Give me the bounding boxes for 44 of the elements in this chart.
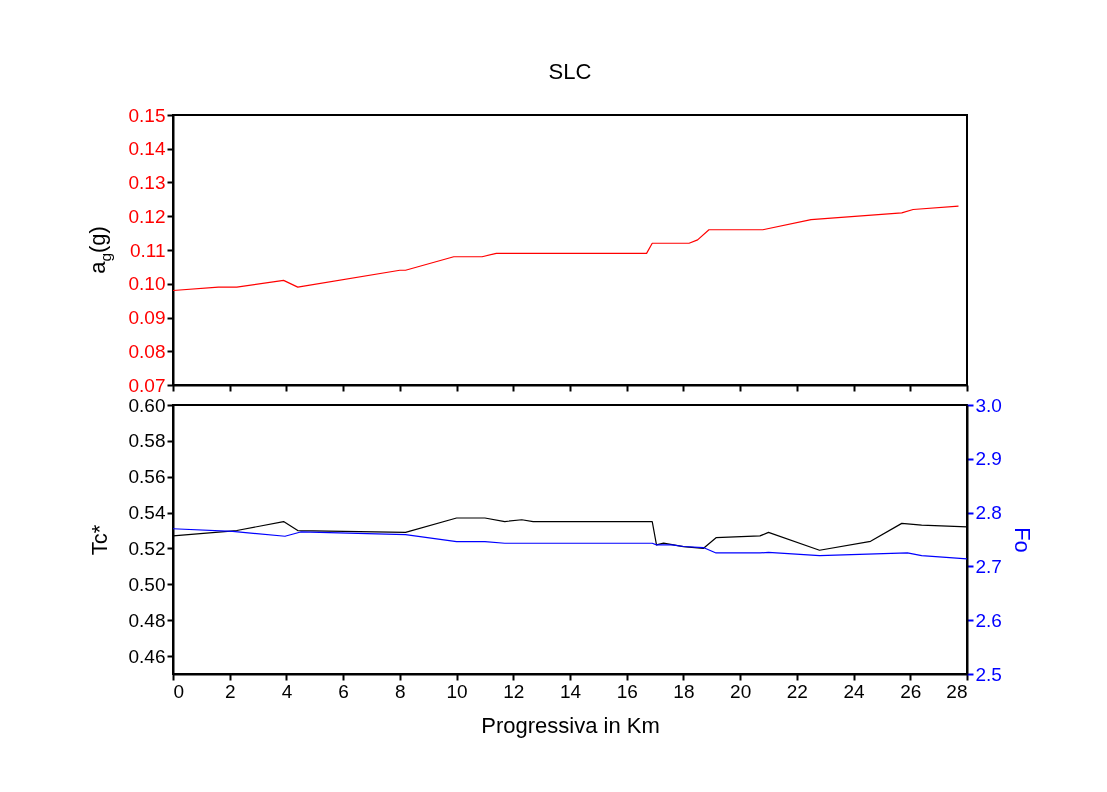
- y-tick-label: 0.46: [128, 645, 166, 667]
- y2-tick-label: 3.0: [975, 394, 1002, 416]
- y-tick-label: 0.56: [128, 466, 166, 488]
- x-tick-label: 10: [446, 680, 468, 702]
- x-tick-label: 20: [730, 680, 752, 702]
- line-series: [173, 205, 960, 292]
- y-tick-label: 0.12: [128, 205, 166, 227]
- x-tick-label: 28: [946, 680, 968, 702]
- chart-title: SLC: [548, 59, 592, 84]
- y-tick-label: 0.50: [128, 573, 166, 595]
- y2-tick-label: 2.9: [975, 448, 1002, 470]
- x-tick-label: 6: [338, 680, 349, 702]
- y-tick-label: 0.14: [128, 138, 166, 160]
- y-tick-label: 0.10: [128, 273, 166, 295]
- y2-tick-label: 2.6: [975, 609, 1002, 631]
- y-tick-label: 0.11: [129, 239, 166, 261]
- y-tick-label: 0.13: [128, 172, 166, 193]
- x-tick-label: 8: [395, 680, 406, 702]
- y-tick-label: 0.15: [128, 104, 166, 126]
- y-tick-label: 0.08: [128, 340, 166, 362]
- x-tick-label: 12: [503, 680, 525, 702]
- x-tick-label: 4: [281, 680, 293, 702]
- y-tick-label: 0.54: [128, 502, 166, 524]
- x-tick-label: 2: [224, 680, 236, 702]
- y-tick-label: 0.60: [128, 394, 166, 416]
- y-tick-label: 0.58: [128, 430, 166, 452]
- y-axis-title: Tc*: [87, 524, 113, 555]
- line-series: [173, 528, 967, 560]
- y-tick-label: 0.48: [128, 609, 166, 631]
- x-tick-label: 16: [616, 680, 638, 702]
- y2-tick-label: 2.8: [975, 502, 1002, 524]
- y2-tick-label: 2.7: [975, 555, 1002, 577]
- x-tick-label: 24: [843, 680, 866, 702]
- y-tick-label: 0.52: [128, 537, 166, 559]
- x-tick-label: 18: [673, 680, 695, 702]
- x-tick-label: 22: [786, 680, 808, 702]
- y-tick-label: 0.07: [128, 374, 166, 396]
- x-tick-label: 0: [173, 680, 185, 702]
- x-axis-title: Progressiva in Km: [481, 712, 660, 738]
- x-tick-label: 26: [900, 680, 922, 702]
- x-tick-label: 14: [559, 680, 582, 702]
- y-tick-label: 0.09: [128, 307, 166, 328]
- y2-tick-label: 2.5: [975, 663, 1002, 685]
- y2-axis-title: Fo: [1009, 527, 1035, 553]
